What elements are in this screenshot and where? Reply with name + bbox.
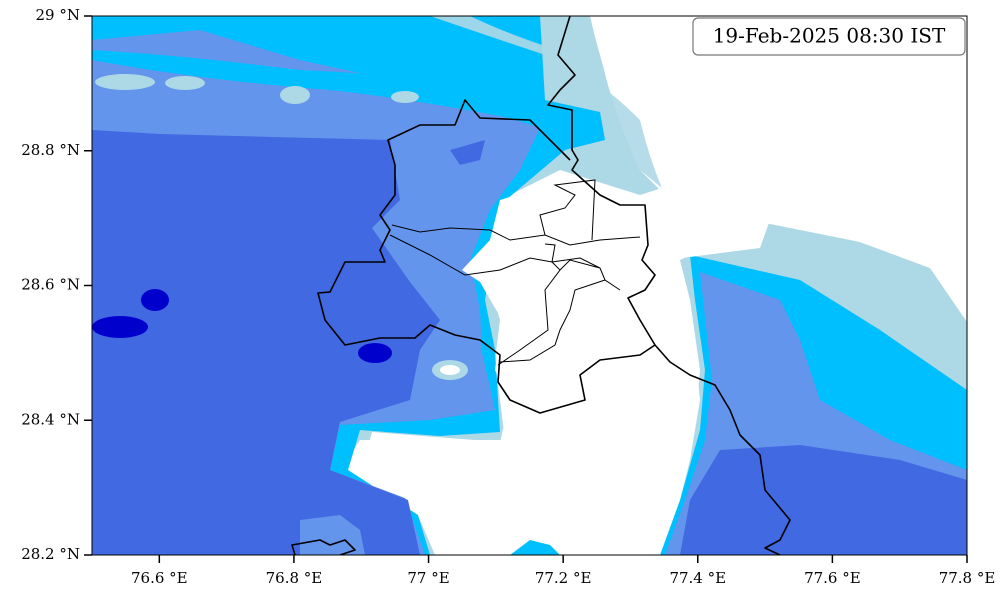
- x-tick-label: 77 °E: [407, 569, 449, 587]
- x-tick-label: 76.8 °E: [266, 569, 323, 587]
- x-tick-label: 76.6 °E: [131, 569, 188, 587]
- y-tick-label: 29 °N: [36, 6, 80, 24]
- y-tick-label: 28.2 °N: [21, 545, 80, 563]
- precipitation-field: [92, 16, 967, 555]
- y-tick-label: 28.8 °N: [21, 141, 80, 159]
- x-tick-label: 77.2 °E: [535, 569, 592, 587]
- timestamp: 19-Feb-2025 08:30 IST: [713, 24, 946, 48]
- x-tick-label: 77.8 °E: [939, 569, 996, 587]
- y-tick-label: 28.6 °N: [21, 276, 80, 294]
- x-tick-label: 77.4 °E: [669, 569, 726, 587]
- timestamp-box: [692, 17, 966, 56]
- y-tick-label: 28.4 °N: [21, 410, 80, 428]
- x-tick-label: 77.6 °E: [804, 569, 861, 587]
